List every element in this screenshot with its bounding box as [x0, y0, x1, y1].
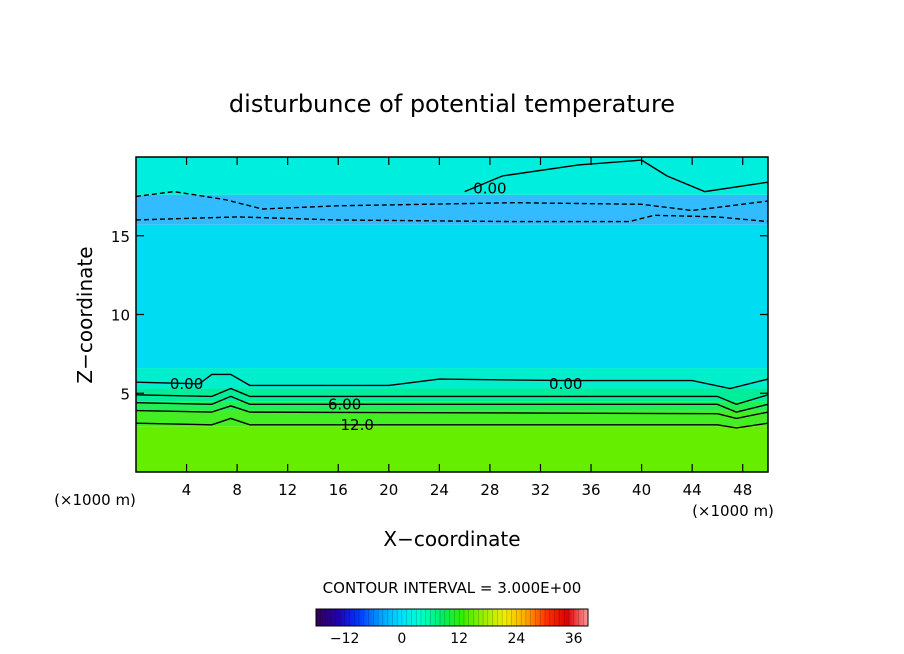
field-layer-2: [136, 401, 768, 411]
contour-line-7: [136, 214, 768, 223]
contour-label: 0.00: [170, 375, 203, 393]
colorbar-tick-label: 36: [565, 631, 583, 647]
field-layer-5: [136, 224, 768, 369]
colorbar-frame: [315, 608, 589, 627]
temperature-field: [136, 157, 768, 472]
x-axis-ticks: 4 8 12 16 20 24 28 32 36 40 44 48: [182, 157, 752, 499]
chart-title: disturbunce of potential temperature: [229, 90, 675, 118]
colorbar-gradient: [316, 609, 588, 626]
x-tick-label: 12: [278, 481, 297, 499]
contour-label: 0.00: [549, 375, 582, 393]
x-axis-label: X−coordinate: [383, 527, 520, 551]
contour-label: 0.00: [473, 180, 506, 198]
x-tick-label: 32: [531, 481, 550, 499]
field-layer-0: [136, 426, 768, 472]
field-layer-6: [136, 194, 768, 225]
x-unit-label-right: (×1000 m): [692, 502, 774, 520]
colorbar: −12 0 12 24 36: [315, 608, 589, 647]
x-tick-label: 28: [480, 481, 499, 499]
colorbar-tick-label: 24: [508, 631, 526, 647]
field-layer-1: [136, 410, 768, 427]
y-tick-label: 15: [111, 228, 130, 246]
y-axis-label: Z−coordinate: [73, 246, 97, 383]
x-tick-label: 4: [182, 481, 192, 499]
colorbar-tick-label: −12: [330, 631, 360, 647]
x-tick-label: 48: [733, 481, 752, 499]
colorbar-tick-label: 0: [397, 631, 406, 647]
x-tick-label: 16: [329, 481, 348, 499]
contour-lines: 0.00 0.00 6.00 12.0 0.00: [136, 159, 768, 434]
field-layer-3: [136, 388, 768, 402]
contour-line-2: [136, 395, 768, 413]
x-tick-label: 40: [632, 481, 651, 499]
field-layer-7: [136, 157, 768, 195]
x-unit-label-left: (×1000 m): [54, 491, 136, 509]
y-tick-label: 10: [111, 307, 130, 325]
contour-line-1: [136, 387, 768, 406]
y-tick-label: 5: [120, 385, 130, 403]
plot-area: 0.00 0.00 6.00 12.0 0.00: [135, 156, 769, 473]
field-layer-4: [136, 368, 768, 389]
contour-label: 6.00: [328, 395, 361, 413]
contour-label: 12.0: [340, 416, 373, 434]
colorbar-tick-label: 12: [450, 631, 468, 647]
contour-interval-note: CONTOUR INTERVAL = 3.000E+00: [323, 579, 582, 597]
x-tick-label: 20: [379, 481, 398, 499]
x-tick-label: 36: [581, 481, 600, 499]
x-tick-label: 44: [683, 481, 702, 499]
contour-line-6: [136, 190, 768, 212]
x-tick-label: 24: [430, 481, 449, 499]
contour-line-4: [136, 417, 768, 429]
contour-line-3: [136, 405, 768, 420]
x-tick-label: 8: [232, 481, 242, 499]
y-axis-ticks: 5 10 15: [111, 228, 768, 403]
contour-line-0: [136, 373, 768, 390]
